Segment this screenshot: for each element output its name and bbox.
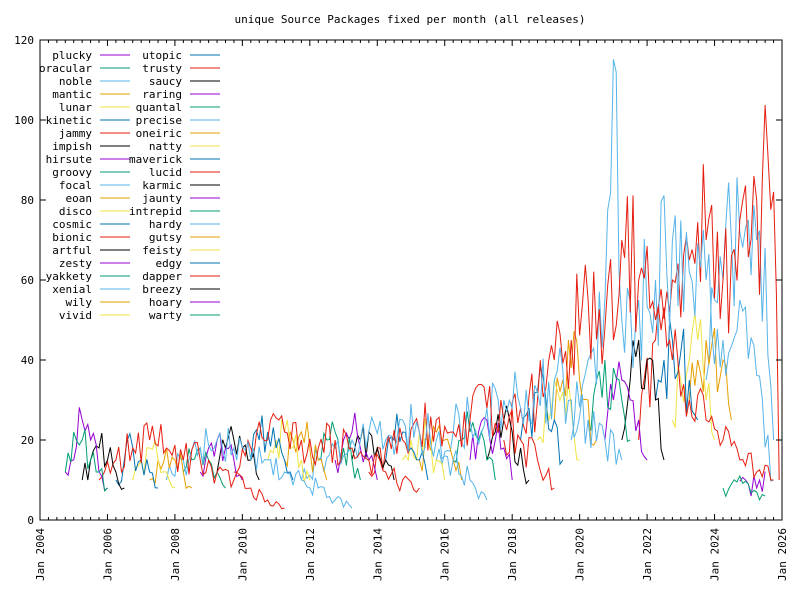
series-line-natty (267, 418, 311, 483)
series-line-hoary (64, 407, 108, 491)
legend-label: natty (149, 140, 182, 153)
x-tick-label: Jan 2014 (371, 528, 384, 581)
x-tick-label: Jan 2010 (236, 528, 249, 581)
x-tick-label: Jan 2012 (304, 528, 317, 581)
legend-label: artful (52, 244, 92, 257)
legend-label: focal (59, 179, 92, 192)
x-tick-label: Jan 2008 (169, 528, 182, 581)
legend-label: warty (149, 309, 182, 322)
legend-label: vivid (59, 309, 92, 322)
legend-label: yakkety (46, 270, 93, 283)
legend-label: maverick (129, 153, 182, 166)
series-line-plucky (739, 471, 766, 497)
series-line-trusty (368, 383, 555, 491)
series-line-dapper (98, 421, 285, 510)
y-tick-label: 100 (14, 114, 34, 127)
series-line-breezy (81, 433, 125, 490)
legend-label: gutsy (149, 231, 182, 244)
x-tick-label: Jan 2026 (776, 528, 789, 581)
series-line-maverick (250, 415, 294, 481)
series-line-oracular (722, 474, 766, 502)
y-tick-label: 20 (21, 434, 34, 447)
legend-label: oneiric (136, 127, 182, 140)
legend: pluckyoracularnoblemanticlunarkineticjam… (39, 49, 220, 322)
series-line-feisty (132, 440, 176, 489)
series-line-zesty (469, 416, 513, 481)
legend-label: utopic (142, 49, 182, 62)
x-tick-label: Jan 2022 (641, 528, 654, 581)
legend-label: lunar (59, 101, 92, 114)
legend-label: saucy (149, 75, 182, 88)
legend-label: lucid (149, 166, 182, 179)
series-line-hardy (166, 428, 353, 509)
legend-label: jammy (59, 127, 92, 140)
legend-label: breezy (142, 283, 182, 296)
legend-label: precise (136, 114, 182, 127)
y-tick-label: 40 (21, 354, 34, 367)
legend-label: feisty (142, 244, 182, 257)
legend-label: cosmic (52, 218, 92, 231)
legend-label: jaunty (142, 192, 182, 205)
x-tick-label: Jan 2016 (439, 528, 452, 581)
legend-label: bionic (52, 231, 92, 244)
series-line-precise (300, 403, 488, 501)
series-line-lucid (233, 412, 420, 493)
legend-label: raring (142, 88, 182, 101)
series-line-noble (705, 177, 775, 441)
series-line-warty (64, 429, 108, 492)
series-line-gutsy (149, 447, 193, 490)
x-tick-label: Jan 2006 (102, 528, 115, 581)
x-tick-label: Jan 2004 (34, 528, 47, 581)
legend-label: eoan (66, 192, 93, 205)
series-line-saucy (351, 426, 395, 481)
legend-label: mantic (52, 88, 92, 101)
legend-label: groovy (52, 166, 92, 179)
series-line-bionic (503, 195, 774, 481)
series-line-groovy (587, 359, 631, 443)
legend-label: zesty (59, 257, 92, 270)
series-line-jammy (638, 104, 780, 481)
legend-label: hardy (149, 218, 182, 231)
legend-label: noble (59, 75, 92, 88)
series-line-artful (486, 405, 530, 485)
legend-label: hoary (149, 296, 182, 309)
chart-title: unique Source Packages fixed per month (… (235, 13, 586, 26)
legend-label: oracular (39, 62, 92, 75)
legend-label: kinetic (46, 114, 92, 127)
axes-group: 0 20 40 60 80 100 120 Jan 2004 Jan 2006 Jan 2008 J… (14, 34, 789, 581)
series-line-lunar (671, 313, 715, 441)
legend-label: trusty (142, 62, 182, 75)
x-tick-label: Jan 2018 (506, 528, 519, 581)
legend-label: xenial (52, 283, 92, 296)
series-group (64, 59, 780, 510)
series-line-karmic (216, 426, 260, 481)
legend-label: impish (52, 140, 92, 153)
legend-label: dapper (142, 270, 182, 283)
series-line-jaunty (199, 432, 243, 481)
x-tick-label: Jan 2024 (709, 528, 722, 581)
legend-label: wily (66, 296, 93, 309)
legend-label: edgy (156, 257, 183, 270)
series-line-edgy (115, 431, 159, 489)
x-tick-label: Jan 2020 (574, 528, 587, 581)
y-tick-label: 60 (21, 274, 34, 287)
y-tick-label: 0 (27, 514, 34, 527)
legend-label: hirsute (46, 153, 92, 166)
legend-label: karmic (142, 179, 182, 192)
series-line-yakkety (452, 411, 496, 481)
legend-label: intrepid (129, 205, 182, 218)
series-line-xenial (435, 347, 623, 465)
legend-label: disco (59, 205, 92, 218)
series-line-kinetic (655, 319, 699, 421)
y-tick-label: 80 (21, 194, 34, 207)
series-line-focal (570, 59, 774, 482)
legend-label: quantal (136, 101, 182, 114)
y-tick-label: 120 (14, 34, 34, 47)
legend-label: plucky (52, 49, 92, 62)
